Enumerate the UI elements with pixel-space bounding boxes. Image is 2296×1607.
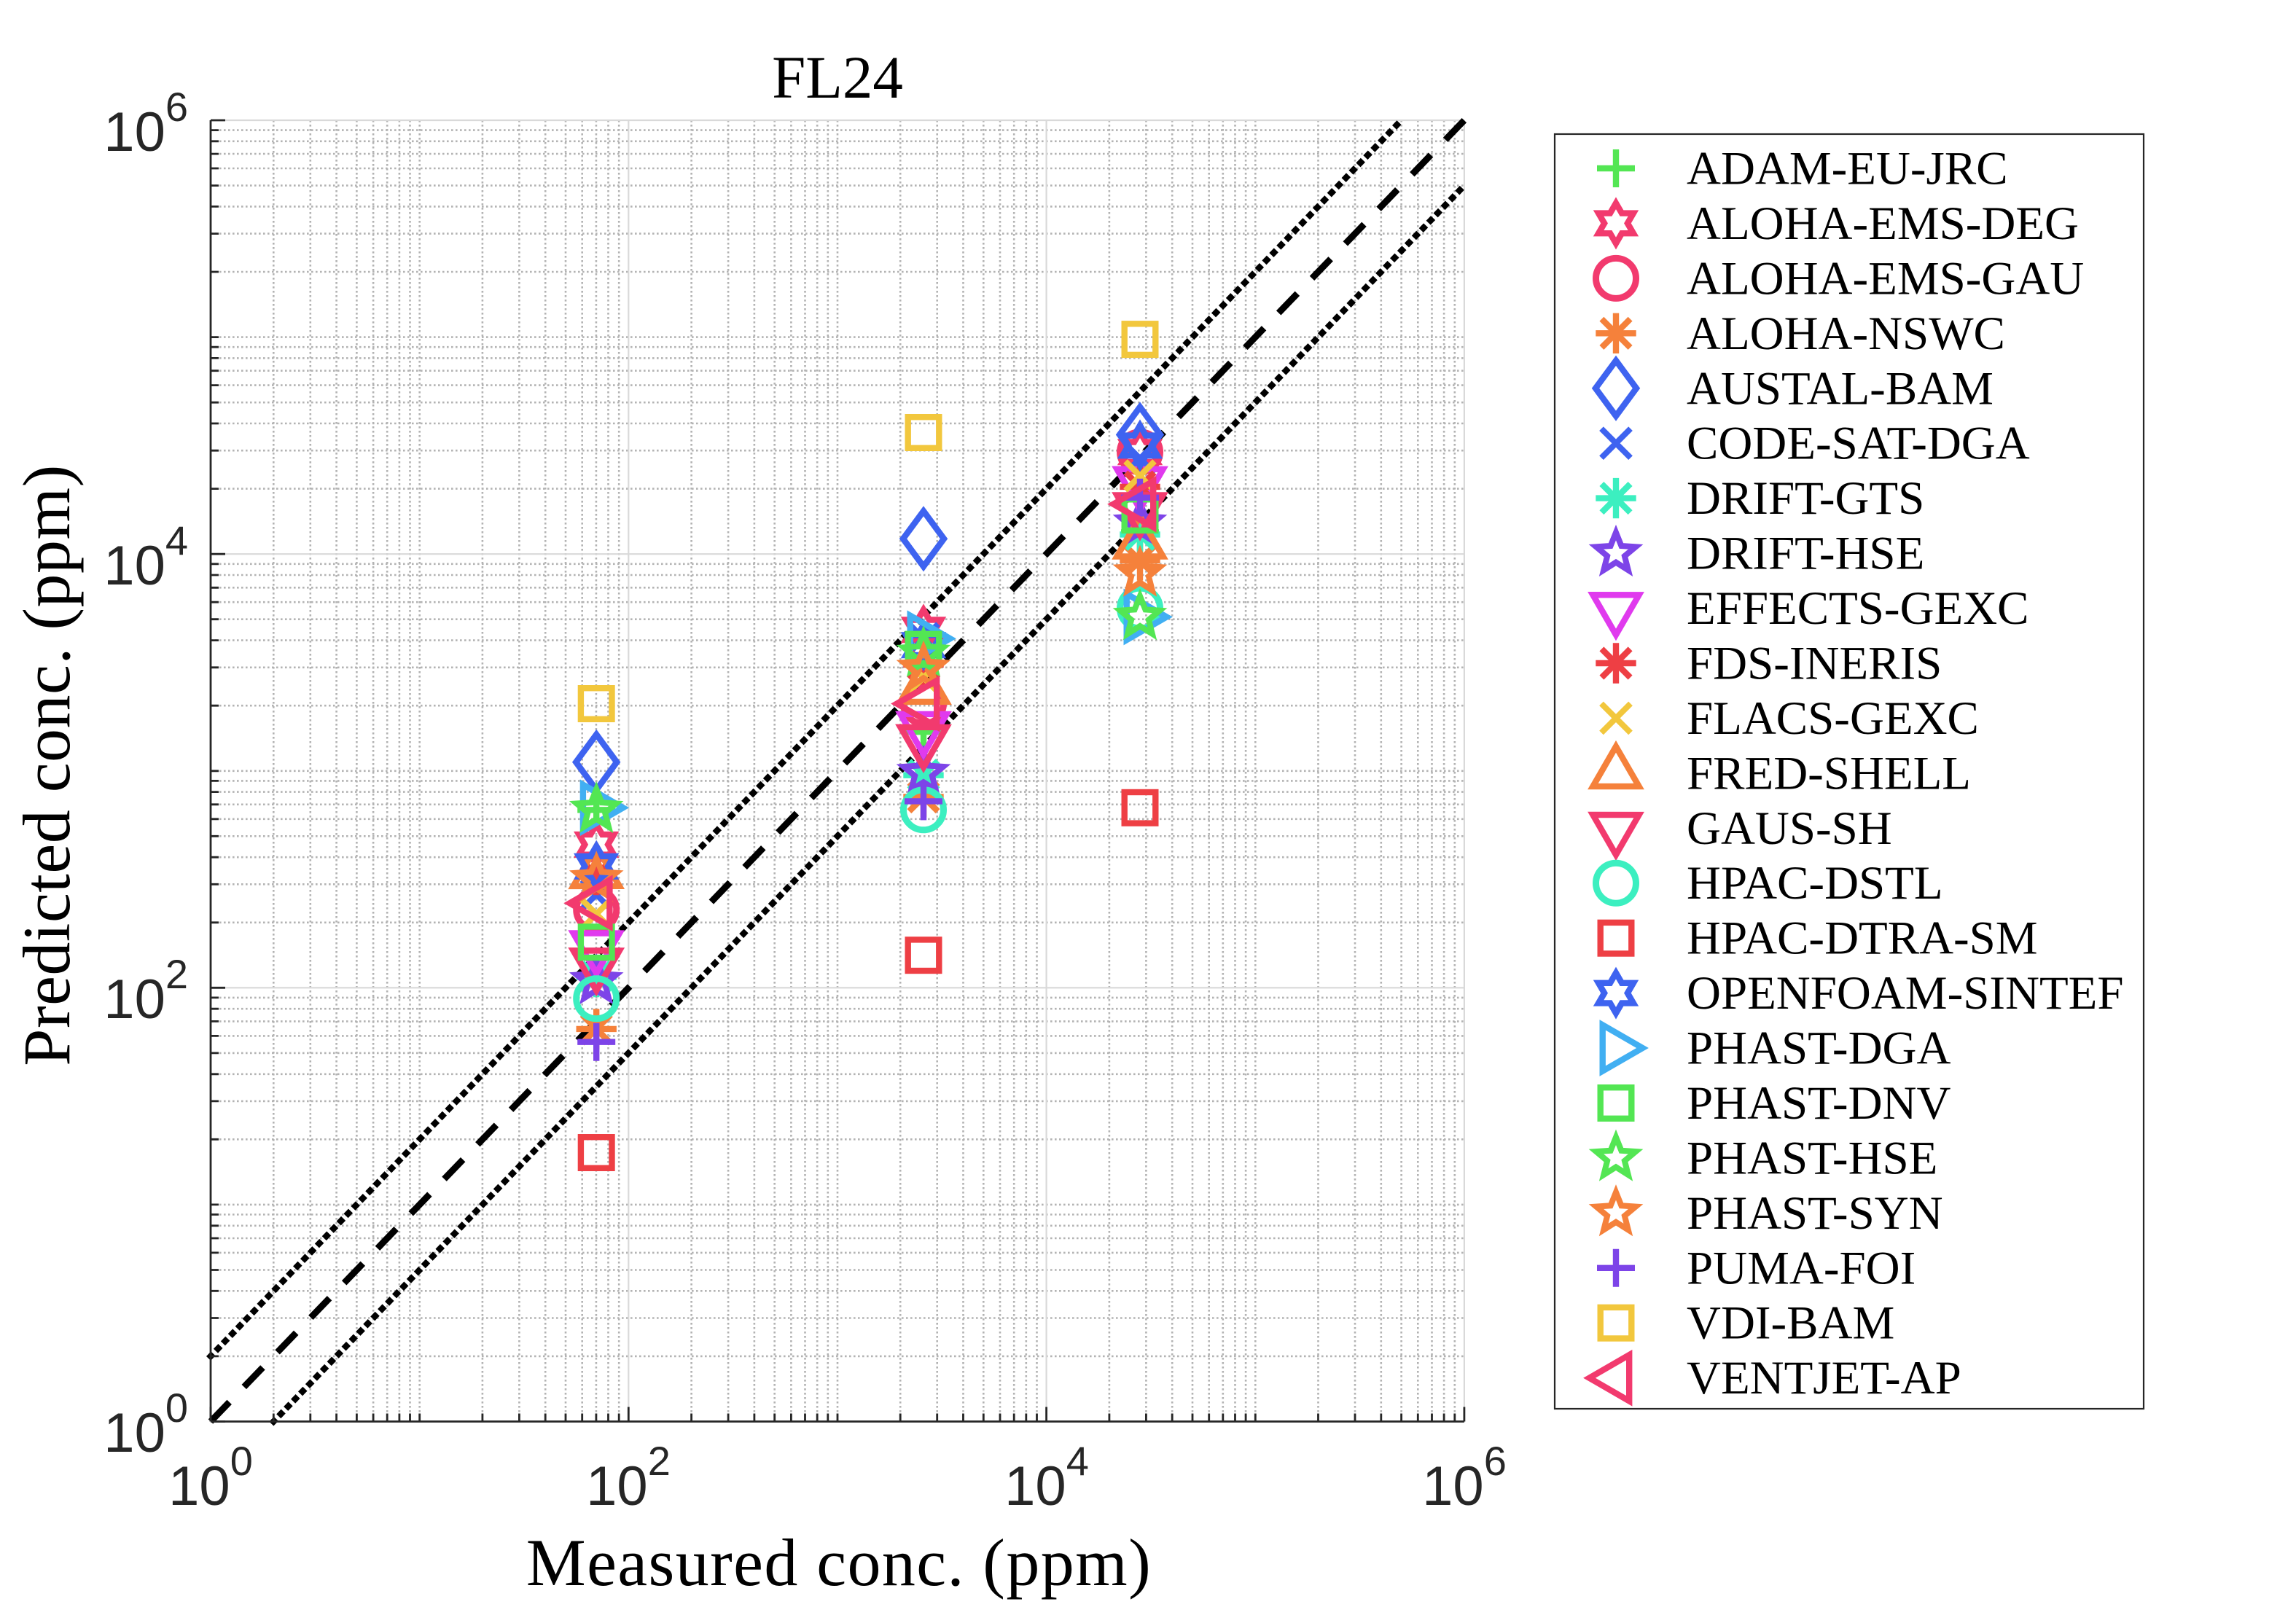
svg-text:VENTJET-AP: VENTJET-AP (1687, 1352, 1961, 1404)
svg-text:FDS-INERIS: FDS-INERIS (1687, 638, 1942, 690)
svg-text:PHAST-SYN: PHAST-SYN (1687, 1187, 1943, 1240)
svg-text:GAUS-SH: GAUS-SH (1687, 802, 1892, 855)
svg-text:AUSTAL-BAM: AUSTAL-BAM (1687, 362, 1994, 415)
svg-text:EFFECTS-GEXC: EFFECTS-GEXC (1687, 582, 2029, 635)
svg-text:FLACS-GEXC: FLACS-GEXC (1687, 692, 1979, 745)
svg-text:Predicted conc. (ppm): Predicted conc. (ppm) (9, 464, 84, 1066)
svg-text:HPAC-DTRA-SM: HPAC-DTRA-SM (1687, 912, 2038, 965)
svg-text:FL24: FL24 (772, 44, 903, 111)
svg-text:DRIFT-HSE: DRIFT-HSE (1687, 528, 1924, 580)
svg-text:HPAC-DSTL: HPAC-DSTL (1687, 857, 1943, 910)
svg-text:PHAST-DNV: PHAST-DNV (1687, 1077, 1951, 1130)
svg-text:ADAM-EU-JRC: ADAM-EU-JRC (1687, 143, 2008, 195)
svg-text:CODE-SAT-DGA: CODE-SAT-DGA (1687, 418, 2030, 470)
svg-text:VDI-BAM: VDI-BAM (1687, 1297, 1894, 1350)
svg-text:OPENFOAM-SINTEF: OPENFOAM-SINTEF (1687, 967, 2124, 1020)
svg-text:ALOHA-EMS-DEG: ALOHA-EMS-DEG (1687, 198, 2079, 250)
svg-text:PHAST-DGA: PHAST-DGA (1687, 1023, 1951, 1075)
svg-text:ALOHA-NSWC: ALOHA-NSWC (1687, 308, 2005, 360)
svg-text:DRIFT-GTS: DRIFT-GTS (1687, 472, 1924, 525)
svg-text:Measured conc. (ppm): Measured conc. (ppm) (526, 1525, 1152, 1600)
svg-text:FRED-SHELL: FRED-SHELL (1687, 747, 1971, 799)
svg-text:PHAST-HSE: PHAST-HSE (1687, 1132, 1937, 1184)
svg-text:PUMA-FOI: PUMA-FOI (1687, 1242, 1916, 1294)
svg-text:ALOHA-EMS-GAU: ALOHA-EMS-GAU (1687, 252, 2084, 305)
